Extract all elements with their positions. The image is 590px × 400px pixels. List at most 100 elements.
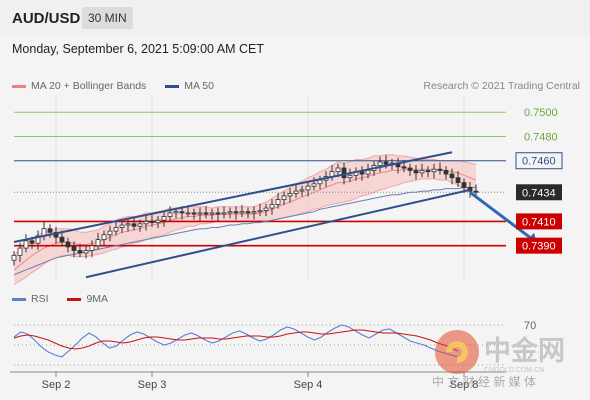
watermark-site: CNGOLD.COM.CN bbox=[484, 367, 544, 374]
candle-body bbox=[335, 167, 341, 173]
candle-body bbox=[11, 254, 17, 261]
candle-body bbox=[311, 183, 317, 187]
target-label-1: 0.7480 bbox=[524, 131, 558, 143]
candle-body bbox=[251, 211, 257, 214]
candle-body bbox=[305, 185, 311, 191]
candle-body bbox=[341, 167, 347, 179]
candle-body bbox=[173, 211, 179, 214]
x-axis: Sep 2 Sep 3 Sep 4 Sep 8 bbox=[10, 371, 506, 391]
candle-body bbox=[89, 245, 95, 251]
bollinger-fill bbox=[14, 154, 476, 285]
forecast-arrow-shaft bbox=[469, 191, 534, 241]
rsi-level-label: 70 bbox=[524, 320, 536, 332]
candle-body bbox=[143, 220, 149, 225]
candle-body bbox=[263, 207, 269, 211]
channel-upper-line bbox=[13, 151, 453, 244]
candle-body bbox=[131, 223, 137, 227]
candle-body bbox=[137, 223, 143, 227]
candle-body bbox=[203, 212, 209, 215]
bollinger-mid bbox=[13, 168, 477, 271]
bollinger-upper bbox=[13, 154, 477, 256]
candle-body bbox=[455, 177, 461, 183]
research-credit: Research © 2021 Trading Central bbox=[423, 80, 580, 92]
candle-body bbox=[473, 190, 479, 193]
pivot-label-2: 0.7460 bbox=[522, 156, 556, 168]
support-label-5: 0.7390 bbox=[522, 241, 556, 253]
candle-body bbox=[275, 199, 281, 205]
watermark-brand: 中金网 bbox=[484, 335, 565, 366]
chart-header: AUD/USD 30 MIN bbox=[0, 0, 590, 36]
candle-body bbox=[65, 241, 71, 248]
candle-body bbox=[407, 167, 413, 171]
rsi-series-rsi bbox=[13, 324, 459, 358]
candle-body bbox=[113, 227, 119, 232]
candle-body bbox=[23, 240, 29, 249]
candle-body bbox=[239, 211, 245, 214]
support-tag-4 bbox=[516, 213, 562, 230]
x-tick-label-3: Sep 8 bbox=[450, 379, 479, 391]
candle-body bbox=[107, 230, 113, 236]
candle-body bbox=[227, 211, 233, 214]
legend-item-rsi: RSI bbox=[12, 293, 49, 305]
candle-body bbox=[221, 212, 227, 215]
candlestick-series bbox=[11, 155, 479, 266]
candle-body bbox=[197, 212, 203, 215]
candle-body bbox=[95, 239, 101, 247]
candle-body bbox=[293, 190, 299, 194]
symbol-title: AUD/USD bbox=[12, 10, 81, 27]
rsi-series-9ma bbox=[13, 329, 459, 352]
candle-body bbox=[431, 168, 437, 173]
candle-body bbox=[167, 212, 173, 217]
candle-body bbox=[101, 234, 107, 241]
legend-label-bollinger: MA 20 + Bollinger Bands bbox=[31, 80, 147, 92]
candle-body bbox=[425, 170, 431, 173]
candle-body bbox=[17, 247, 23, 256]
candle-body bbox=[461, 182, 467, 188]
candle-body bbox=[443, 170, 449, 175]
candle-body bbox=[383, 161, 389, 165]
candle-body bbox=[281, 195, 287, 200]
candle-body bbox=[233, 211, 239, 214]
rsi-reference-lines: 70 bbox=[14, 320, 536, 366]
legend-item-bollinger: MA 20 + Bollinger Bands bbox=[12, 80, 146, 92]
candle-body bbox=[245, 211, 251, 214]
legend-item-ma50: MA 50 bbox=[165, 80, 214, 92]
legend-swatch-rsi bbox=[12, 297, 26, 301]
candle-body bbox=[269, 204, 275, 209]
trend-channel bbox=[13, 151, 471, 279]
price-chart: 0.7500 0.7480 0.7460 0.7434 0.7410 0.7390 bbox=[11, 96, 563, 285]
candle-body bbox=[467, 187, 473, 192]
candle-body bbox=[125, 223, 131, 226]
candle-body bbox=[413, 170, 419, 174]
timeframe-badge[interactable]: 30 MIN bbox=[82, 7, 133, 29]
chart-legend: MA 20 + Bollinger Bands MA 50 bbox=[12, 80, 230, 92]
candle-body bbox=[299, 189, 305, 192]
candle-body bbox=[185, 212, 191, 215]
candle-body bbox=[419, 170, 425, 174]
watermark-tagline: 中 文 财 经 新 媒 体 bbox=[432, 374, 536, 389]
candle-body bbox=[77, 250, 83, 254]
channel-lower-line bbox=[85, 188, 471, 279]
legend-swatch-bollinger bbox=[12, 84, 26, 88]
legend-item-9ma: 9MA bbox=[67, 293, 108, 305]
candle-body bbox=[437, 168, 443, 171]
last-price-tag bbox=[516, 184, 562, 201]
x-tick-label-0: Sep 2 bbox=[42, 379, 71, 391]
candle-body bbox=[161, 216, 167, 221]
watermark-swirl-icon bbox=[446, 341, 468, 363]
candle-body bbox=[71, 246, 77, 251]
x-tick-label-1: Sep 3 bbox=[138, 379, 167, 391]
candle-body bbox=[29, 240, 35, 244]
candle-body bbox=[155, 219, 161, 224]
price-level-labels: 0.7500 0.7480 0.7460 0.7434 0.7410 0.7390 bbox=[515, 107, 563, 254]
candle-body bbox=[119, 224, 125, 228]
candle-body bbox=[449, 173, 455, 179]
rsi-series bbox=[13, 324, 459, 358]
legend-swatch-9ma bbox=[67, 297, 82, 301]
legend-label-rsi: RSI bbox=[31, 293, 49, 305]
rsi-legend: RSI 9MA bbox=[12, 293, 124, 305]
support-label-4: 0.7410 bbox=[522, 216, 556, 228]
candle-body bbox=[35, 235, 41, 244]
candle-body bbox=[47, 228, 53, 233]
